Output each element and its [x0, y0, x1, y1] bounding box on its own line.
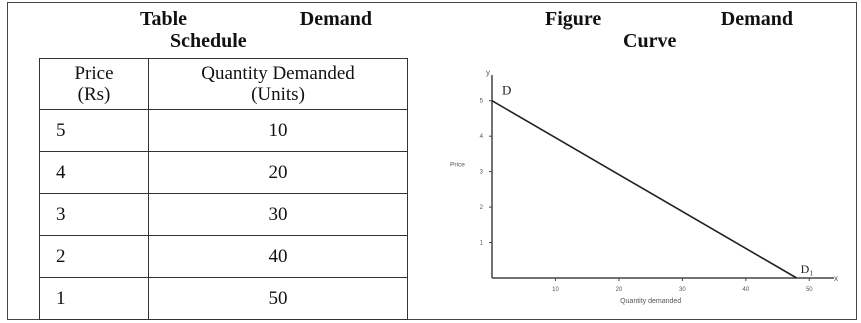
price-cell: 4	[39, 151, 149, 194]
quantity-cell: 30	[148, 193, 408, 236]
content-frame	[7, 2, 857, 320]
y-tick-label: 3	[480, 170, 484, 176]
y-tick-label: 1	[480, 241, 484, 247]
table-row: 3 30	[39, 193, 408, 236]
demand-curve-chart: y x 1 2 3 4 5 10 20 30 40 50 Price Quantity demanded D…	[450, 68, 838, 305]
x-tick-label: 10	[552, 287, 559, 293]
table-title-word2: Demand	[299, 8, 372, 30]
table-row: 4 20	[39, 151, 408, 194]
y-axis-letter: y	[486, 68, 490, 77]
quantity-header-line1: Quantity Demanded	[201, 63, 355, 84]
quantity-cell: 50	[148, 277, 408, 320]
table-row: 2 40	[39, 235, 408, 278]
figure-title-line2: Curve	[623, 30, 677, 52]
table-title-word1: Table	[140, 8, 188, 30]
figure-title: Figure Demand Curve	[545, 8, 805, 52]
quantity-cell: 40	[148, 235, 408, 278]
x-tick-label: 30	[679, 287, 686, 293]
price-cell: 1	[39, 277, 149, 320]
x-tick-label: 40	[743, 287, 750, 293]
demand-line	[491, 100, 798, 279]
x-tick-label: 20	[616, 287, 623, 293]
table-row: 5 10	[39, 109, 408, 152]
figure-title-word2: Demand	[720, 8, 793, 30]
demand-schedule-table: Price (Rs) Quantity Demanded (Units) 5 1…	[39, 58, 408, 320]
price-cell: 2	[39, 235, 149, 278]
table-title: Table Demand Schedule	[140, 8, 380, 52]
price-header-line1: Price	[74, 63, 114, 84]
x-axis-title: Quantity demanded	[620, 298, 681, 305]
quantity-header-line2: (Units)	[251, 84, 305, 105]
table-title-line2: Schedule	[170, 30, 247, 52]
x-tick-label: 50	[806, 287, 813, 293]
y-tick-label: 5	[480, 99, 484, 105]
price-cell: 3	[39, 193, 149, 236]
y-tick-label: 2	[480, 205, 484, 211]
x-axis-letter: x	[834, 274, 838, 283]
quantity-cell: 20	[148, 151, 408, 194]
price-cell: 5	[39, 109, 149, 152]
quantity-column-header: Quantity Demanded (Units)	[148, 58, 408, 110]
figure-title-word1: Figure	[545, 8, 602, 30]
price-column-header: Price (Rs)	[39, 58, 149, 110]
price-header-line2: (Rs)	[77, 84, 111, 105]
quantity-cell: 10	[148, 109, 408, 152]
table-row: 1 50	[39, 277, 408, 320]
table-header-row: Price (Rs) Quantity Demanded (Units)	[39, 58, 408, 110]
y-axis-title: Price	[450, 162, 465, 169]
y-tick-label: 4	[480, 134, 484, 140]
demand-end-label: D₁	[801, 262, 814, 276]
demand-start-label: D	[502, 83, 511, 98]
